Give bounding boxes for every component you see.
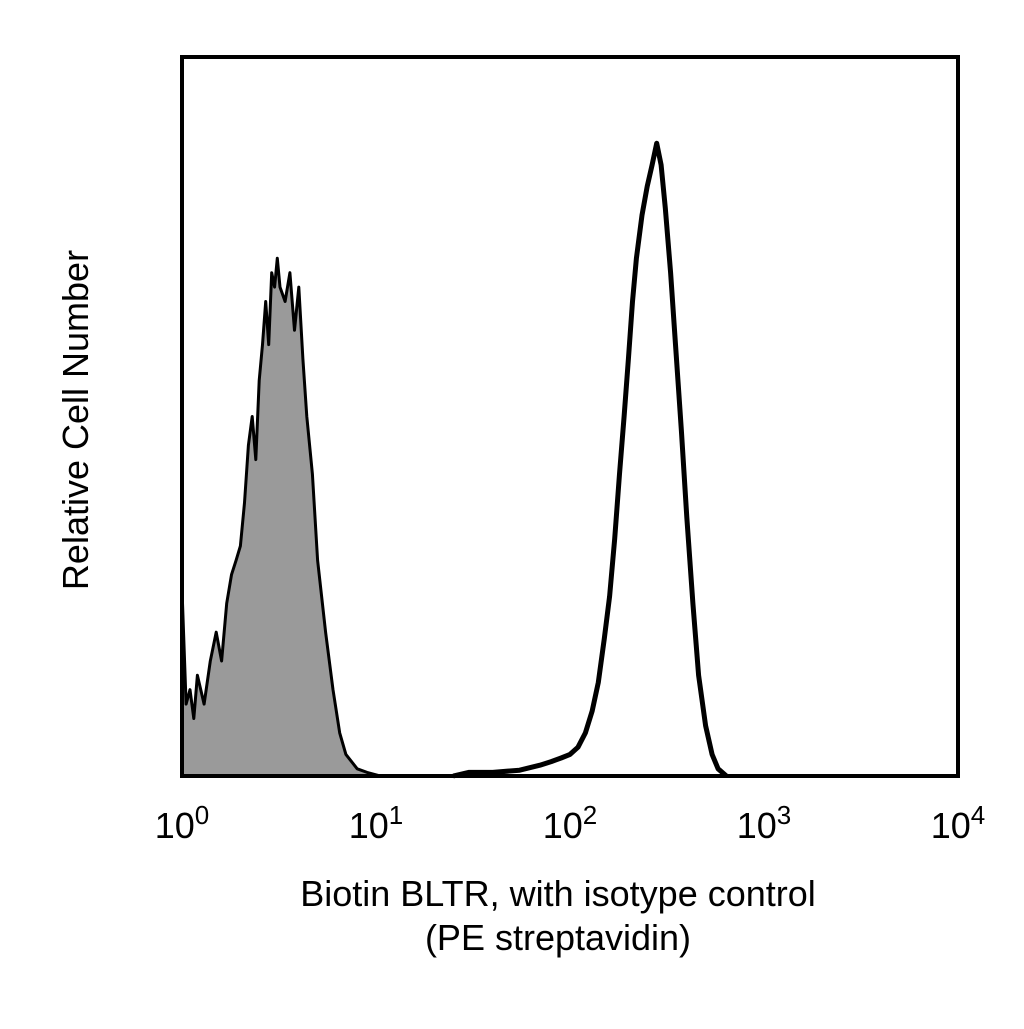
x-axis-label-line2: (PE streptavidin) bbox=[424, 917, 692, 958]
series-0-filled-histogram bbox=[180, 256, 382, 778]
x-tick-label-1: 101 bbox=[349, 800, 404, 846]
x-tick-label-0: 100 bbox=[155, 800, 210, 846]
series-1-outline-histogram bbox=[452, 140, 729, 779]
x-axis-label: Biotin BLTR, with isotype control (PE st… bbox=[300, 872, 816, 960]
x-tick-label-2: 102 bbox=[543, 800, 598, 846]
y-axis-label: Relative Cell Number bbox=[55, 249, 96, 591]
x-tick-label-3: 103 bbox=[737, 800, 792, 846]
plot-frame bbox=[180, 55, 960, 778]
x-axis-label-line1: Biotin BLTR, with isotype control bbox=[300, 873, 816, 914]
x-tick-label-4: 104 bbox=[931, 800, 986, 846]
